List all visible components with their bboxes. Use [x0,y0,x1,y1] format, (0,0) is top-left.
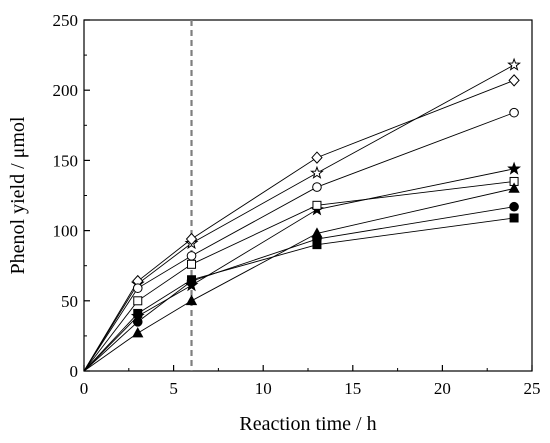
data-point-circle-open [132,283,143,293]
y-tick-label: 250 [53,11,79,30]
series-square-open [83,176,519,372]
data-point-circle-filled [509,201,519,212]
data-point-square-open [187,259,197,269]
y-tick-label: 50 [61,292,78,311]
series-line [83,188,515,372]
data-point-triangle-filled [185,294,198,306]
y-axis-title: Phenol yield / μmol [7,116,29,274]
series-line [83,168,515,372]
data-point-circle-open [509,107,519,118]
plot-area [83,19,533,372]
x-tick-label: 5 [169,379,178,398]
data-point-square-open [312,200,322,210]
data-point-triangle-filled [132,327,144,338]
data-point-circle-open [186,251,197,261]
x-tick-label: 15 [344,379,361,398]
series-triangle-filled [83,182,520,372]
series-star-open [83,57,521,372]
series-line [83,206,515,372]
y-tick-label: 200 [53,81,79,100]
data-point-star-filled [507,161,521,175]
data-point-star-open [507,57,521,71]
plot-frame [83,19,533,372]
data-point-square-filled [133,308,143,318]
data-point-square-filled [312,240,322,250]
series-line [83,217,515,372]
data-point-triangle-filled [508,182,520,193]
x-tick-label: 20 [434,379,451,398]
series-diamond-open [83,74,520,372]
x-tick-label: 10 [255,379,272,398]
data-point-star-open [310,165,324,179]
data-point-circle-open [312,182,322,192]
series-line [83,79,515,372]
series-circle-filled [83,201,519,372]
y-tick-label: 100 [53,222,79,241]
data-point-diamond-open [311,151,323,164]
data-point-circle-filled [132,317,143,327]
data-point-diamond-open [508,74,520,87]
series-layer [83,57,521,372]
data-point-square-open [133,296,143,306]
x-axis-title: Reaction time / h [239,413,376,435]
series-square-filled [83,213,519,372]
series-star-filled [83,161,521,372]
x-tick-label: 25 [524,379,541,398]
data-point-square-filled [187,275,197,285]
x-tick-label: 0 [80,379,89,398]
data-point-diamond-open [185,232,198,246]
y-tick-label: 0 [70,362,79,381]
series-circle-open [83,107,519,372]
series-line [83,112,515,372]
series-line [83,64,515,372]
data-point-square-filled [509,213,519,223]
y-tick-label: 150 [53,151,79,170]
